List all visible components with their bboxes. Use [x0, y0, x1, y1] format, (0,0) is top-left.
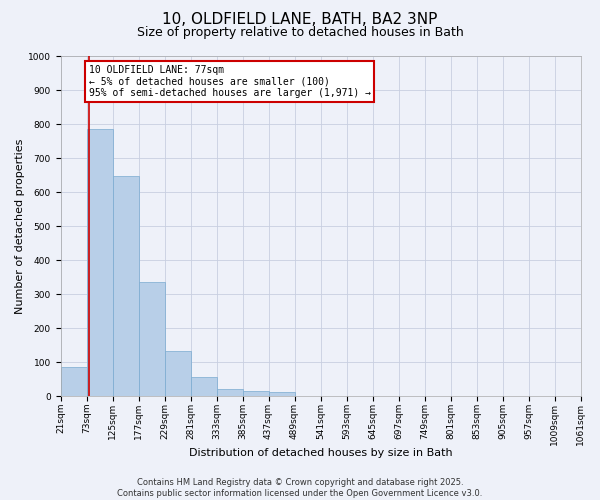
Bar [269, 392, 295, 396]
Text: Size of property relative to detached houses in Bath: Size of property relative to detached ho… [137, 26, 463, 39]
Bar [164, 351, 191, 397]
Bar [139, 282, 164, 397]
Bar [113, 176, 139, 396]
Text: 10 OLDFIELD LANE: 77sqm
← 5% of detached houses are smaller (100)
95% of semi-de: 10 OLDFIELD LANE: 77sqm ← 5% of detached… [89, 64, 371, 98]
Y-axis label: Number of detached properties: Number of detached properties [15, 138, 25, 314]
X-axis label: Distribution of detached houses by size in Bath: Distribution of detached houses by size … [188, 448, 452, 458]
Bar [191, 377, 217, 396]
Text: Contains HM Land Registry data © Crown copyright and database right 2025.
Contai: Contains HM Land Registry data © Crown c… [118, 478, 482, 498]
Bar [86, 129, 113, 396]
Bar [61, 368, 86, 396]
Text: 10, OLDFIELD LANE, BATH, BA2 3NP: 10, OLDFIELD LANE, BATH, BA2 3NP [163, 12, 437, 28]
Bar [217, 389, 242, 396]
Bar [242, 391, 269, 396]
